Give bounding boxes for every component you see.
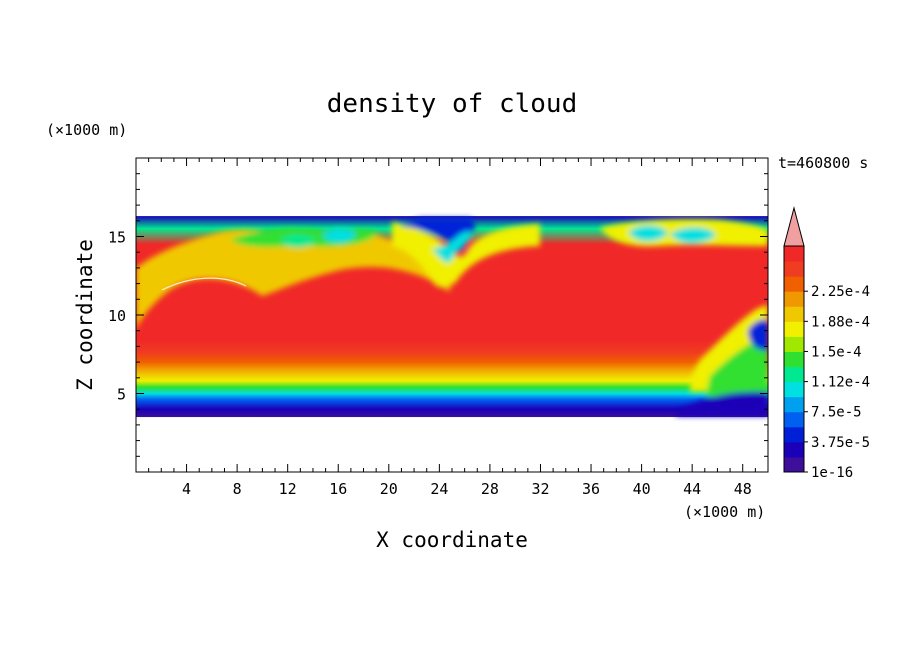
y-tick-label: 15 (108, 229, 126, 247)
colorbar-extend-arrow (783, 206, 805, 247)
colorbar-swatch (784, 351, 804, 368)
y-tick-label: 5 (117, 386, 126, 404)
colorbar-swatch (784, 366, 804, 383)
density-field (136, 216, 768, 418)
right-eddy-cyan-2 (670, 227, 716, 244)
central-notch-cyan (432, 231, 473, 263)
colorbar-swatch (784, 276, 804, 292)
colorbar-swatch (784, 306, 804, 322)
colorbar-swatch (784, 261, 804, 277)
upper-left-tongue (136, 229, 450, 330)
time-label: t=460800 s (778, 154, 868, 172)
colorbar-swatch (784, 246, 804, 262)
colorbar-swatch (784, 336, 804, 352)
cyan-eddy-12 (280, 234, 316, 248)
colorbar-swatch (784, 456, 804, 473)
colorbar: 1e-16 3.75e-5 7.5e-5 1.12e-4 1.5e-4 1.88e-4 2.… (783, 206, 870, 481)
lower-right-blue-base (676, 391, 768, 416)
x-tick-label: 24 (430, 480, 448, 498)
x-axis-label: X coordinate (376, 528, 528, 552)
colorbar-label: 1.5e-4 (811, 344, 862, 360)
y-unit-label: (×1000 m) (46, 121, 127, 139)
x-tick-label: 48 (734, 480, 752, 498)
y-axis-label: Z coordinate (73, 239, 97, 391)
x-tick-label: 16 (329, 480, 347, 498)
x-tick-label: 44 (683, 480, 701, 498)
colorbar-label: 3.75e-5 (811, 435, 870, 451)
white-streak (161, 277, 247, 291)
colorbar-label: 1.12e-4 (811, 375, 870, 391)
x-tick-label: 32 (531, 480, 549, 498)
lower-right-green (706, 338, 768, 400)
y-tick-label: 10 (108, 307, 126, 325)
cyan-eddy-16 (322, 228, 356, 243)
colorbar-swatch (784, 291, 804, 307)
right-eddy-cyan-1 (628, 225, 668, 242)
x-tick-label: 4 (182, 480, 191, 498)
colorbar-swatch (784, 441, 804, 458)
colorbar-swatch (784, 381, 804, 398)
colorbar-swatch (784, 321, 804, 337)
chart-title: density of cloud (327, 89, 577, 119)
central-notch-yellow (392, 222, 540, 288)
x-unit-label: (×1000 m) (684, 503, 765, 521)
x-tick-label: 28 (481, 480, 499, 498)
colorbar-frame (783, 245, 805, 473)
lower-right-blue-eddy (748, 319, 768, 351)
colorbar-swatch (784, 426, 804, 443)
colorbar-label: 1.88e-4 (811, 314, 870, 330)
colorbar-label: 1e-16 (811, 465, 853, 481)
colorbar-label: 7.5e-5 (811, 405, 862, 421)
colorbar-swatch (784, 396, 804, 413)
colorbar-label: 2.25e-4 (811, 284, 870, 300)
x-tick-label: 8 (233, 480, 242, 498)
colorbar-swatch (784, 411, 804, 428)
x-tick-label: 36 (582, 480, 600, 498)
x-tick-label: 20 (380, 480, 398, 498)
x-tick-label: 40 (633, 480, 651, 498)
x-tick-label: 12 (279, 480, 297, 498)
